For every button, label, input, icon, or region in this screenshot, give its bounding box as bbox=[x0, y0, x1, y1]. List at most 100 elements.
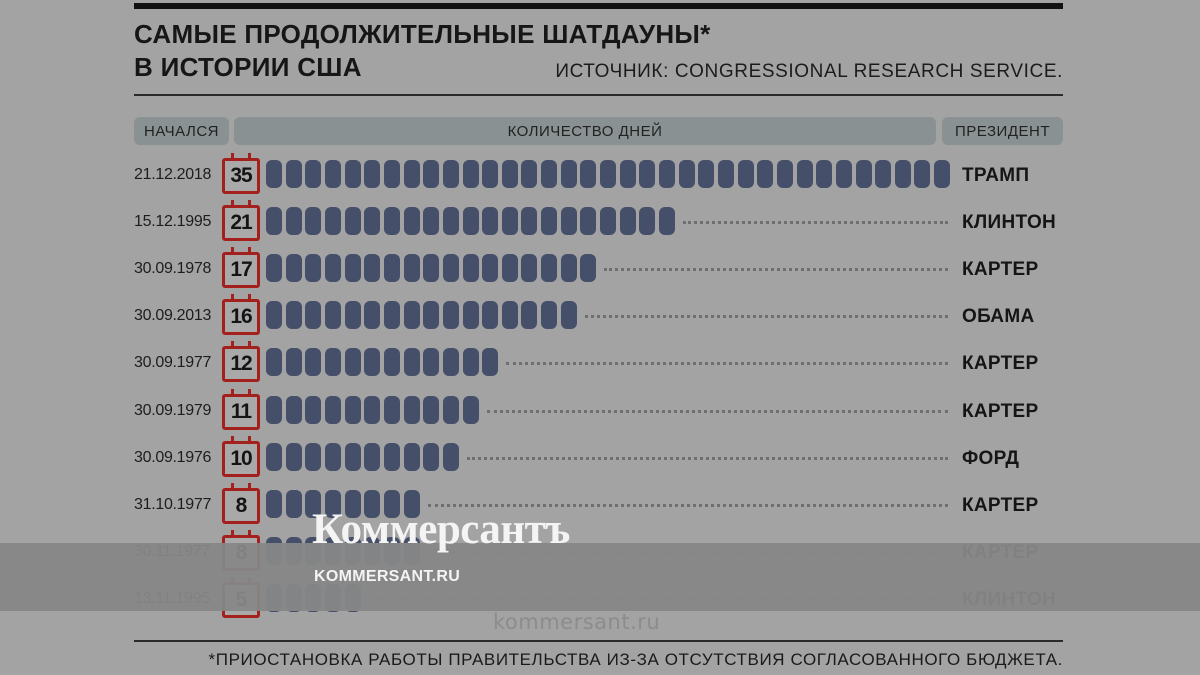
day-bar bbox=[442, 395, 459, 424]
day-bar bbox=[403, 254, 420, 283]
day-bar bbox=[266, 489, 282, 518]
top-rule bbox=[134, 3, 1063, 9]
day-bar bbox=[383, 301, 400, 330]
day-bar bbox=[383, 395, 400, 424]
start-date: 15.12.1995 bbox=[134, 213, 212, 231]
day-bar bbox=[442, 348, 459, 377]
day-bar bbox=[324, 489, 341, 518]
start-date: 30.09.1978 bbox=[134, 260, 212, 278]
day-bar bbox=[482, 348, 499, 377]
day-bar bbox=[364, 207, 381, 236]
day-bar bbox=[285, 254, 302, 283]
days-count-label: 11 bbox=[230, 399, 252, 423]
day-bar bbox=[678, 160, 695, 188]
president-name: КАРТЕР bbox=[962, 400, 1039, 422]
day-bar bbox=[403, 442, 420, 471]
day-bar bbox=[285, 348, 302, 377]
days-count-label: 8 bbox=[235, 493, 248, 517]
day-bar bbox=[266, 301, 282, 330]
day-bar bbox=[914, 160, 931, 188]
day-bar bbox=[383, 442, 400, 471]
calendar-icon: 8 bbox=[222, 482, 260, 524]
days-count-label: 12 bbox=[230, 352, 252, 376]
day-bar bbox=[344, 301, 361, 330]
day-bar bbox=[698, 160, 715, 188]
day-bar bbox=[364, 442, 381, 471]
table-row: 30.09.1978 17 КАРТЕР bbox=[0, 247, 1200, 289]
calendar-icon: 21 bbox=[222, 200, 260, 242]
day-bar bbox=[442, 254, 459, 283]
day-bar bbox=[501, 207, 518, 236]
day-bar bbox=[344, 442, 361, 471]
day-bar bbox=[639, 160, 656, 188]
day-bar bbox=[344, 160, 361, 188]
day-bar bbox=[580, 254, 597, 283]
day-bar bbox=[383, 207, 400, 236]
days-count-label: 17 bbox=[230, 258, 252, 282]
leader-dots bbox=[604, 268, 948, 272]
column-header-days: КОЛИЧЕСТВО ДНЕЙ bbox=[234, 117, 936, 145]
start-date: 30.09.1977 bbox=[134, 354, 212, 372]
day-bar bbox=[541, 301, 558, 330]
source-note: ИСТОЧНИК: CONGRESSIONAL RESEARCH SERVICE… bbox=[555, 61, 1063, 82]
leader-dots bbox=[506, 362, 948, 366]
chart-title-line-1: САМЫЕ ПРОДОЛЖИТЕЛЬНЫЕ ШАТДАУНЫ* bbox=[134, 19, 711, 49]
day-bar bbox=[501, 254, 518, 283]
day-bar bbox=[501, 160, 518, 188]
day-bar bbox=[816, 160, 833, 188]
day-bar bbox=[266, 254, 282, 283]
watermark-site: KOMMERSANT.RU bbox=[314, 568, 461, 585]
day-bar bbox=[462, 395, 479, 424]
president-name: КЛИНТОН bbox=[962, 212, 1057, 234]
day-bar bbox=[403, 348, 420, 377]
days-count-label: 21 bbox=[230, 211, 252, 235]
leader-dots bbox=[427, 503, 948, 507]
leader-dots bbox=[466, 456, 948, 460]
day-bar bbox=[423, 348, 440, 377]
day-bar bbox=[364, 254, 381, 283]
chart-title-line-2: В ИСТОРИИ США bbox=[134, 52, 362, 82]
day-bar bbox=[383, 348, 400, 377]
day-bar bbox=[482, 160, 499, 188]
president-name: ОБАМА bbox=[962, 306, 1035, 328]
day-bar bbox=[619, 160, 636, 188]
day-bar bbox=[324, 442, 341, 471]
day-bar bbox=[266, 442, 282, 471]
start-date: 31.10.1977 bbox=[134, 495, 212, 513]
column-header-president: ПРЕЗИДЕНТ bbox=[942, 117, 1063, 145]
day-bar bbox=[423, 395, 440, 424]
days-count-label: 35 bbox=[230, 164, 252, 187]
leader-dots bbox=[683, 221, 948, 225]
day-bar bbox=[560, 160, 577, 188]
day-bar bbox=[462, 254, 479, 283]
day-bar bbox=[383, 160, 400, 188]
day-bar bbox=[462, 207, 479, 236]
day-bar bbox=[875, 160, 892, 188]
start-date: 30.09.1976 bbox=[134, 448, 212, 466]
day-bar bbox=[266, 395, 282, 424]
day-bar bbox=[344, 395, 361, 424]
days-count-label: 10 bbox=[230, 446, 252, 470]
days-count-label: 16 bbox=[230, 305, 252, 329]
day-bar bbox=[560, 207, 577, 236]
day-bar bbox=[442, 207, 459, 236]
day-bar bbox=[344, 207, 361, 236]
start-date: 21.12.2018 bbox=[134, 166, 212, 183]
calendar-icon: 17 bbox=[222, 247, 260, 289]
day-bar bbox=[266, 160, 282, 188]
day-bar bbox=[344, 254, 361, 283]
day-bar bbox=[639, 207, 656, 236]
day-bar bbox=[757, 160, 774, 188]
table-row: 30.09.1979 11 КАРТЕР bbox=[0, 388, 1200, 431]
day-bar bbox=[462, 348, 479, 377]
table-row: 21.12.2018 35 ТРАМП bbox=[0, 153, 1200, 195]
day-bar bbox=[344, 489, 361, 518]
leader-dots bbox=[486, 409, 948, 413]
day-bar bbox=[737, 160, 754, 188]
day-bar bbox=[442, 160, 459, 188]
day-bar bbox=[934, 160, 951, 188]
president-name: КАРТЕР bbox=[962, 353, 1039, 375]
day-bar bbox=[600, 207, 617, 236]
calendar-icon: 12 bbox=[222, 341, 260, 383]
day-bar bbox=[285, 207, 302, 236]
